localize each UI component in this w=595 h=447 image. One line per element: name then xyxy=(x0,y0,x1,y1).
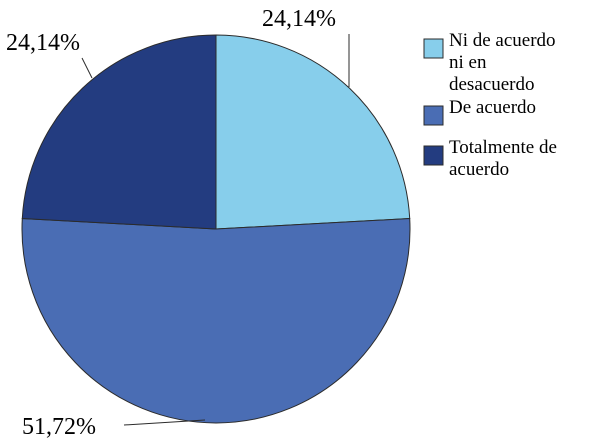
legend-label-totalmente-de-acuerdo-line-2: acuerdo xyxy=(449,159,509,180)
data-label-ni-de-acuerdo: 24,14% xyxy=(262,6,336,32)
data-label-de-acuerdo: 51,72% xyxy=(22,414,96,440)
legend-label-totalmente-de-acuerdo-line-1: Totalmente de xyxy=(449,137,557,158)
pie-slices xyxy=(21,34,411,424)
data-label-totalmente-de-acuerdo: 24,14% xyxy=(6,30,80,56)
pie-slice-totalmente-de-acuerdo xyxy=(21,34,217,230)
pie-slice-ni-de-acuerdo xyxy=(215,34,411,230)
leader-line-totalmente-de-acuerdo xyxy=(81,57,93,79)
leader-lines xyxy=(81,34,350,426)
legend-label-ni-de-acuerdo-line-2: ni en xyxy=(449,52,487,73)
data-labels: 24,14% 51,72% 24,14% xyxy=(6,6,336,440)
pie-slice-de-acuerdo xyxy=(21,217,411,424)
legend-swatch-totalmente-de-acuerdo xyxy=(423,145,444,166)
legend-label-ni-de-acuerdo-line-1: Ni de acuerdo xyxy=(449,30,556,51)
legend-entry-de-acuerdo: De acuerdo xyxy=(423,97,536,126)
leader-line-de-acuerdo xyxy=(123,419,206,426)
legend-label-ni-de-acuerdo-line-3: desacuerdo xyxy=(449,74,534,95)
legend-swatch-ni-de-acuerdo xyxy=(423,38,444,59)
legend-label-de-acuerdo-line-1: De acuerdo xyxy=(449,97,536,118)
legend-swatch-de-acuerdo xyxy=(423,105,444,126)
